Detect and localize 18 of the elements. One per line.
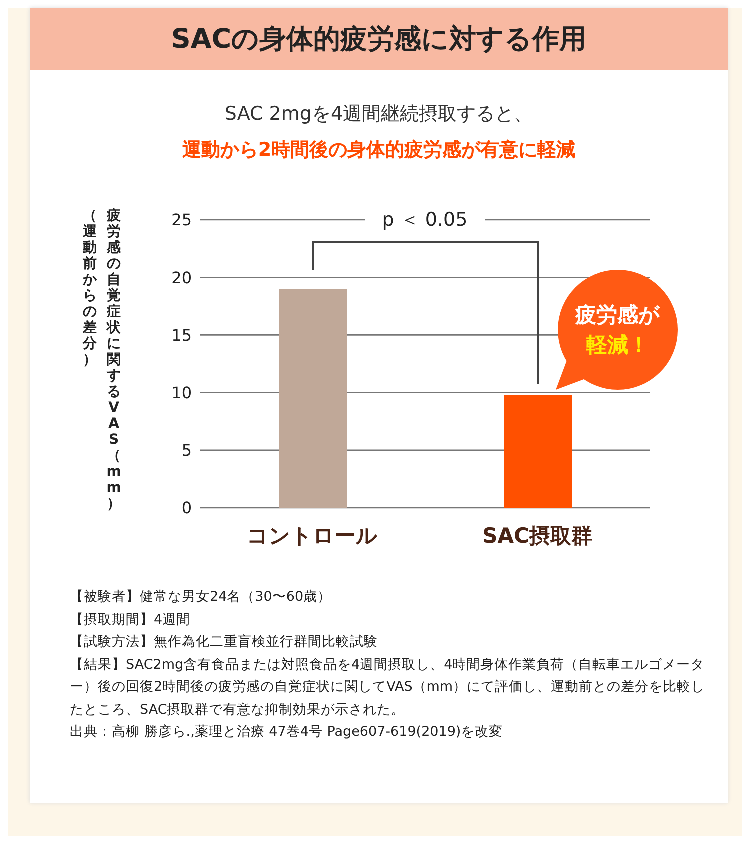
x-tick-label: SAC摂取群 — [482, 524, 592, 548]
text: 【被験者】健常な男女24名（30〜60歳） — [70, 588, 333, 607]
text: 疲労感の自覚症状に関するVAS（mm）（運動前からの差分） — [83, 208, 122, 512]
source-note: 出典：高柳 勝彦ら.,薬理と治療 47巻4号 Page607-619(2019)を改変 — [70, 723, 504, 742]
y-tick-label: 20 — [172, 268, 192, 288]
chart-title: SACの身体的疲労感に対する作用 — [30, 8, 728, 70]
text: 【結果】SAC2mg含有食品または対照食品を4週間摂取し、4時間身体作業負荷（自転車エルゴメーター）後の回復2時間後の疲労感の自覚症状に関してVAS（mm）にて評価し、運動前との差分を比較したところ、SAC摂取群で有意な抑制効果が示された。 — [70, 656, 706, 720]
text: 【摂取期間】4週間 — [70, 610, 192, 630]
annotation: 疲労感が軽減！ — [574, 302, 662, 359]
y-tick-label: 5 — [182, 441, 192, 460]
annotation: p ＜ 0.05 — [365, 207, 485, 233]
chart-subtitle: SAC 2mgを4週間継続摂取すると、運動から2時間後の身体的疲労感が有意に軽減 — [181, 102, 577, 163]
y-tick-label: 25 — [172, 210, 192, 230]
y-tick-label: 0 — [182, 498, 192, 518]
y-tick-label: 10 — [172, 383, 192, 402]
y-tick-label: 15 — [172, 326, 192, 345]
text: 【試験方法】無作為化二重盲検並行群間比較試験 — [70, 633, 379, 652]
x-tick-label: コントロール — [247, 524, 378, 548]
